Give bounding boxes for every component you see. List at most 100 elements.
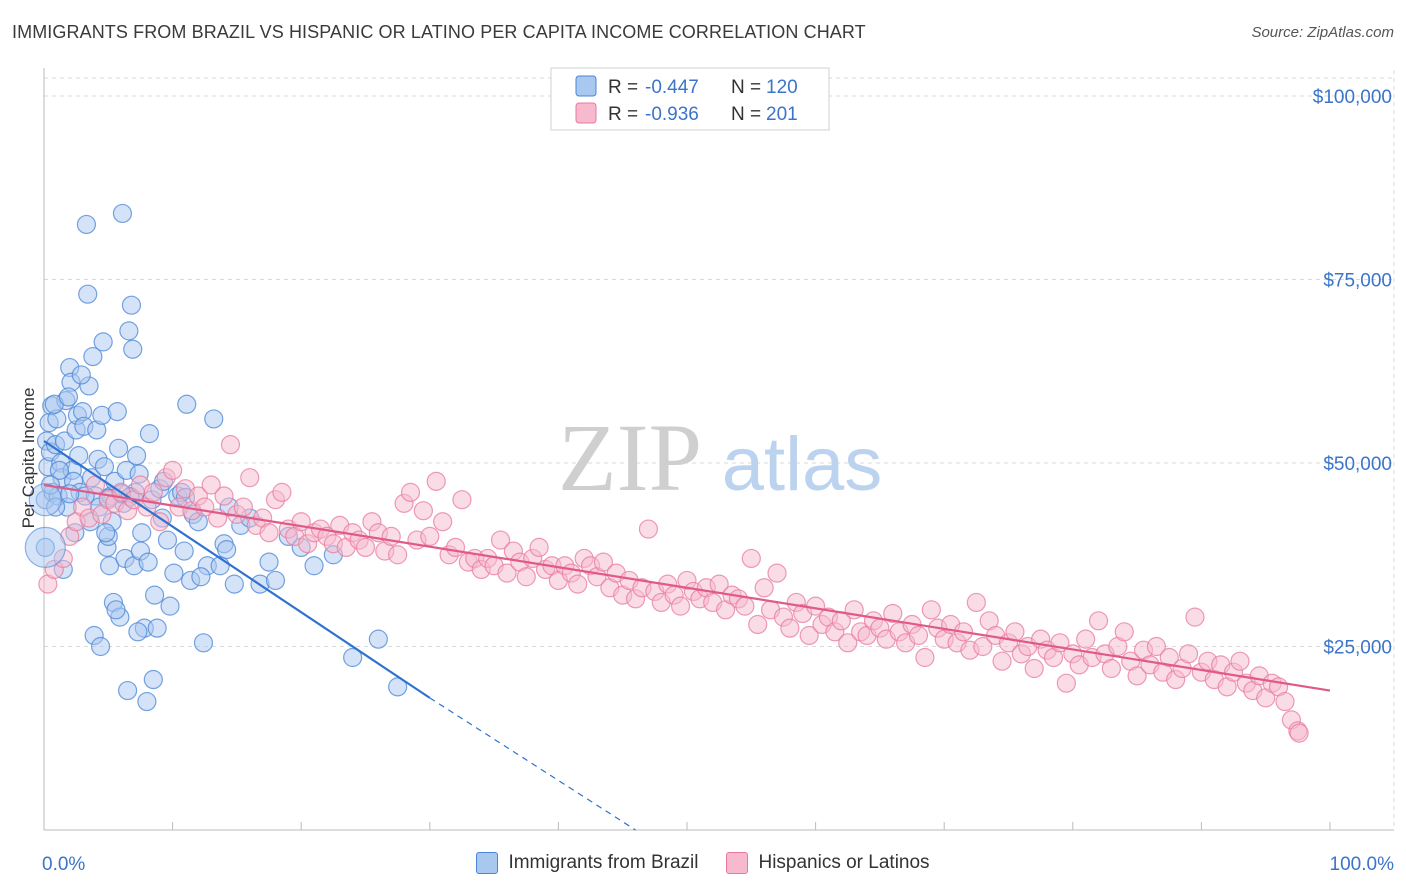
y-tick-label-3: $100,000: [1313, 87, 1392, 108]
brazil-point-111: [58, 387, 79, 407]
brazil-point-108: [174, 541, 194, 561]
brazil-point-109: [191, 567, 211, 587]
hispanic-point-53: [381, 526, 401, 547]
hispanic-point-153: [1024, 658, 1044, 679]
brazil-point-49: [112, 203, 133, 224]
hispanic-point-17: [150, 512, 170, 532]
brazil-point-69: [147, 618, 167, 638]
brazil-point-105: [117, 680, 138, 701]
brazil-point-123: [217, 540, 237, 560]
legend-box-r-label-1: R =: [608, 104, 638, 125]
brazil-point-68: [144, 585, 165, 605]
hispanic-point-172: [1146, 636, 1166, 657]
hispanic-point-25: [201, 475, 221, 495]
trend-line-brazil-extension: [429, 697, 636, 831]
brazil-point-103: [90, 636, 111, 657]
hispanic-point-174: [1159, 647, 1179, 668]
scatter-points: [24, 203, 1309, 743]
brazil-point-95: [304, 556, 324, 576]
legend-box-r-label-0: R =: [608, 77, 638, 98]
brazil-point-83: [204, 409, 224, 429]
brazil-point-26: [76, 214, 97, 235]
hispanic-point-115: [780, 618, 800, 638]
hispanic-point-30: [233, 497, 253, 517]
hispanic-point-110: [748, 614, 768, 635]
legend-box-n-label-0: N =: [731, 77, 761, 98]
hispanic-point-131: [883, 603, 903, 624]
hispanic-point-124: [838, 633, 858, 653]
legend-item-hispanic[interactable]: Hispanics or Latinos: [726, 852, 930, 874]
legend-swatch-hispanic: [726, 852, 749, 874]
brazil-point-98: [368, 629, 388, 649]
legend-box-n-label-1: N =: [731, 104, 761, 125]
brazil-point-61: [132, 523, 152, 543]
brazil-point-large-2: [24, 526, 66, 569]
brazil-point-72: [157, 530, 178, 550]
hispanic-point-148: [992, 651, 1012, 671]
brazil-point-46: [107, 402, 127, 422]
brazil-point-64: [138, 552, 158, 572]
hispanic-point-28: [220, 435, 241, 455]
hispanic-point-169: [1127, 666, 1147, 686]
hispanic-point-195: [1289, 723, 1309, 743]
hispanic-point-64: [452, 490, 472, 510]
brazil-point-55: [123, 339, 143, 359]
legend-box-n-value-1: 201: [766, 104, 798, 125]
hispanic-point-158: [1056, 673, 1076, 693]
brazil-point-54: [121, 295, 142, 315]
y-tick-labels: $25,000 $50,000 $75,000 $100,000: [1313, 87, 1392, 659]
brazil-point-large-1: [28, 483, 62, 517]
brazil-point-113: [96, 523, 116, 543]
hispanic-point-74: [516, 567, 536, 587]
hispanic-point-93: [638, 519, 659, 539]
brazil-point-91: [259, 552, 279, 572]
legend-label-hispanic: Hispanics or Latinos: [758, 852, 930, 873]
hispanic-point-49: [355, 537, 376, 558]
legend-box: R = -0.447 N = 120 R = -0.936 N = 201: [550, 67, 830, 131]
y-tick-label-0: $25,000: [1323, 638, 1392, 659]
hispanic-point-27: [214, 486, 234, 506]
legend-box-n-value-0: 120: [766, 77, 798, 98]
hispanic-point-135: [908, 625, 929, 646]
trend-line-hispanic: [43, 483, 1331, 692]
brazil-point-106: [128, 622, 148, 642]
legend-label-brazil: Immigrants from Brazil: [508, 852, 699, 873]
brazil-point-67: [143, 669, 163, 690]
trend-lines: [43, 440, 1331, 831]
hispanic-point-56: [400, 482, 421, 502]
hispanic-point-63: [445, 537, 466, 558]
legend-box-r-value-0: -0.447: [645, 77, 699, 98]
hispanic-point-36: [272, 482, 292, 502]
hispanic-point-98: [670, 596, 691, 616]
x-tick-label-1: 100.0%: [1330, 854, 1395, 875]
watermark-atlas: atlas: [722, 422, 883, 507]
x-tick-labels: 0.0% 100.0%: [42, 854, 1394, 875]
hispanic-point-70: [490, 530, 511, 550]
hispanic-point-109: [741, 548, 761, 569]
hispanic-point-86: [593, 552, 614, 572]
brazil-point-31: [83, 346, 103, 367]
chart-title: IMMIGRANTS FROM BRAZIL VS HISPANIC OR LA…: [12, 22, 866, 42]
hispanic-point-34: [259, 523, 279, 543]
hispanic-point-71: [497, 563, 517, 583]
hispanic-point-82: [568, 574, 588, 594]
hispanic-point-137: [921, 600, 941, 620]
hispanic-point-161: [1076, 629, 1096, 649]
legend-box-swatch-0: [575, 75, 597, 97]
brazil-point-99: [388, 677, 408, 697]
brazil-point-27: [78, 284, 98, 304]
legend-swatch-brazil: [476, 852, 499, 874]
hispanic-point-185: [1230, 651, 1250, 671]
brazil-point-38: [94, 457, 115, 477]
brazil-point-87: [224, 574, 244, 594]
legend-box-r-value-1: -0.936: [645, 104, 699, 125]
hispanic-point-177: [1178, 644, 1199, 664]
brazil-point-116: [49, 460, 70, 480]
hispanic-point-165: [1101, 658, 1121, 679]
brazil-point-47: [108, 438, 129, 458]
brazil-point-41: [99, 556, 120, 576]
legend-item-brazil[interactable]: Immigrants from Brazil: [476, 852, 698, 874]
brazil-point-63: [137, 691, 157, 712]
hispanic-point-167: [1114, 622, 1134, 642]
